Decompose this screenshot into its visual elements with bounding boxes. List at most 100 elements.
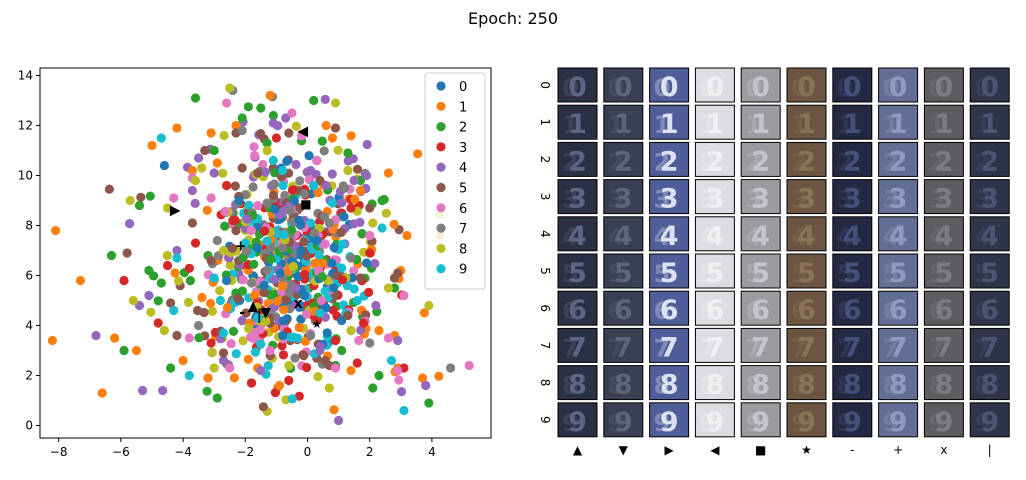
cell-digit-shadow: 5 [837, 260, 854, 288]
cell-digit-shadow: 9 [562, 409, 579, 437]
legend-swatch-9 [436, 264, 446, 274]
scatter-point-1 [272, 296, 282, 306]
scatter-point-7 [319, 146, 329, 156]
cell-background [740, 104, 781, 140]
scatter-point-2 [185, 276, 195, 286]
scatter-point-2 [317, 136, 327, 146]
scatter-point-9 [172, 253, 182, 263]
cell-digit-shadow: 5 [974, 260, 991, 288]
scatter-point-5 [136, 192, 146, 202]
cell-digit: 2 [980, 146, 999, 177]
scatter-point-1 [350, 194, 360, 204]
scatter-point-3 [352, 358, 362, 368]
scatter-point-1 [203, 373, 213, 383]
grid-cell: 77 [694, 327, 735, 363]
cell-background [740, 67, 781, 103]
grid-cell: 66 [603, 290, 644, 326]
scatter-point-1 [355, 185, 365, 196]
scatter-point-1 [318, 258, 328, 268]
scatter-point-0 [159, 160, 169, 171]
cell-digit: 1 [614, 109, 633, 140]
scatter-point-3 [365, 248, 375, 258]
scatter-point-2 [368, 383, 378, 393]
scatter-point-4 [256, 365, 266, 376]
cell-digit: 2 [706, 146, 725, 177]
grid-cell: 55 [832, 253, 873, 289]
grid-cell: 11 [786, 104, 827, 140]
scatter-point-8 [159, 325, 169, 336]
scatter-point-7 [324, 218, 334, 228]
cell-digit-shadow: 2 [928, 148, 945, 176]
scatter-point-5 [281, 294, 291, 304]
scatter-point-5 [230, 181, 240, 191]
cell-digit: 5 [889, 258, 908, 289]
cell-background [694, 402, 735, 438]
scatter-point-8 [183, 297, 194, 307]
scatter-point-1 [434, 371, 444, 381]
cell-digit-shadow: 9 [883, 409, 900, 437]
scatter-point-4 [194, 153, 204, 163]
scatter-point-8 [225, 260, 235, 270]
scatter-point-5 [227, 243, 237, 253]
cell-background [740, 179, 781, 215]
scatter-point-7 [365, 338, 375, 348]
scatter-point-6 [349, 266, 359, 276]
scatter-point-9 [320, 286, 330, 296]
cell-digit: 3 [660, 184, 679, 215]
legend-label-7: 7 [459, 222, 467, 237]
cell-background [649, 327, 690, 363]
grid-cell: 66 [557, 290, 598, 326]
cell-digit-shadow: 0 [608, 74, 625, 102]
grid-cell: 88 [557, 365, 598, 401]
cell-digit-shadow: 4 [928, 223, 945, 251]
scatter-point-8 [333, 145, 343, 155]
cell-digit-shadow: 3 [562, 186, 579, 214]
cell-digit-shadow: 1 [928, 111, 945, 139]
grid-cell: 88 [694, 365, 735, 401]
cell-digit-shadow: 7 [654, 334, 671, 362]
cell-background [878, 104, 919, 140]
grid-cell: 66 [786, 290, 827, 326]
grid-cell: 00 [878, 67, 919, 103]
row-label-1: 1 [538, 118, 552, 126]
scatter-point-1 [170, 268, 180, 278]
y-tick-label: 2 [25, 369, 33, 383]
cell-background [832, 290, 873, 326]
cell-background [603, 402, 644, 438]
scatter-point-7 [299, 189, 310, 199]
scatter-point-6 [302, 309, 312, 319]
cell-digit-shadow: 8 [654, 372, 671, 400]
cell-background [557, 141, 598, 177]
cell-background [603, 365, 644, 401]
scatter-point-7 [237, 125, 247, 136]
cell-digit: 3 [843, 184, 862, 215]
scatter-point-9 [253, 313, 263, 323]
grid-cell: 44 [969, 216, 1010, 252]
grid-cell: 77 [923, 327, 964, 363]
grid-cell: 22 [786, 141, 827, 177]
marker-▼: ▼ [260, 305, 271, 321]
cell-background [832, 67, 873, 103]
cell-digit: 9 [660, 407, 679, 438]
scatter-point-5 [253, 168, 263, 178]
grid-cell: 22 [878, 141, 919, 177]
legend-swatch-4 [436, 162, 446, 172]
scatter-point-5 [365, 203, 375, 213]
cell-background [878, 253, 919, 289]
cell-digit: 2 [614, 146, 633, 177]
cell-digit: 2 [797, 146, 816, 177]
scatter-point-8 [261, 316, 271, 326]
scatter-point-4 [144, 290, 154, 301]
grid-cell: 00 [557, 67, 598, 103]
scatter-point-5 [241, 308, 251, 318]
cell-digit-shadow: 9 [974, 409, 991, 437]
cell-background [557, 67, 598, 103]
grid-cell: 00 [603, 67, 644, 103]
scatter-point-1 [178, 355, 188, 366]
grid-cell: 88 [878, 365, 919, 401]
scatter-point-9 [256, 339, 266, 349]
cell-digit: 8 [843, 370, 862, 401]
grid-cell: 77 [969, 327, 1010, 363]
scatter-point-4 [291, 159, 301, 170]
scatter-point-6 [316, 296, 326, 306]
